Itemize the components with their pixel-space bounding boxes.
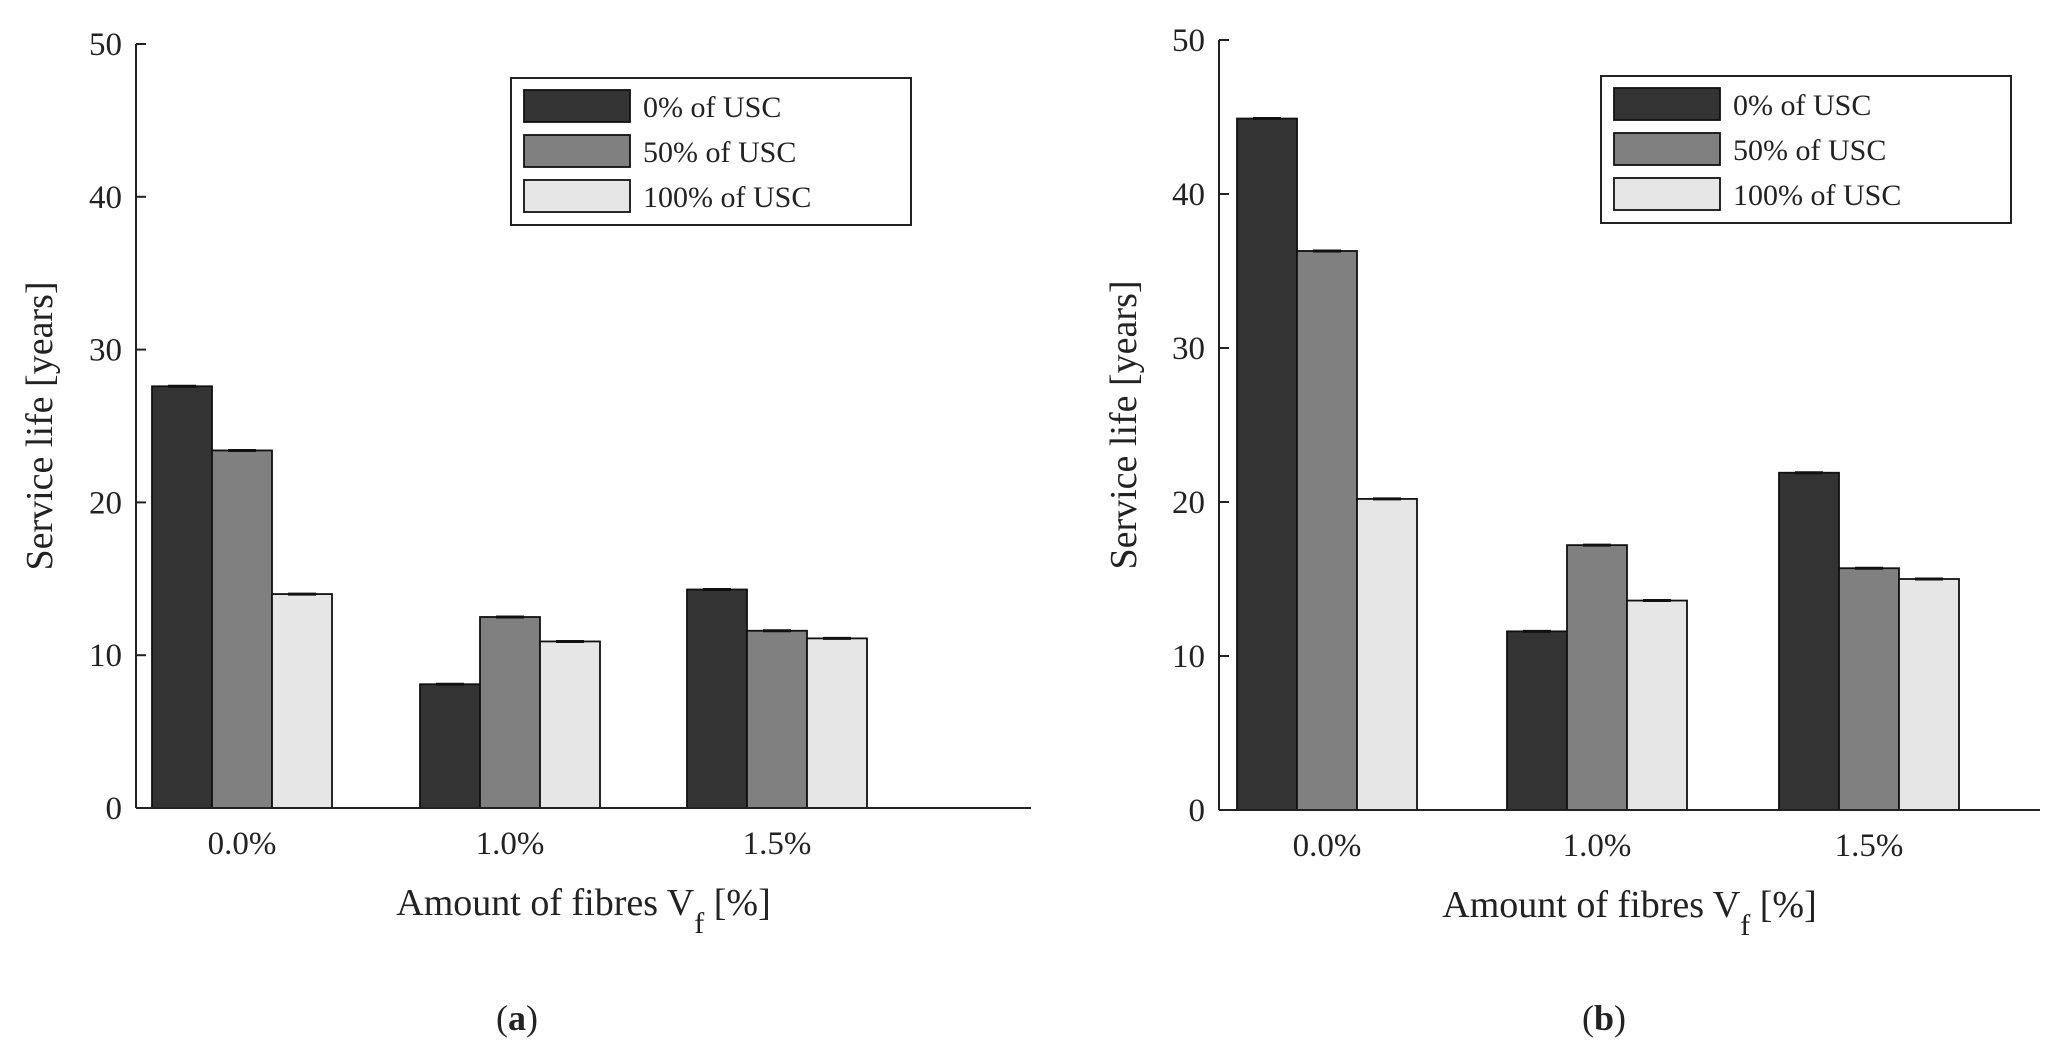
bar-0.0%-0-of-usc	[151, 385, 213, 809]
x-axis-title-main: Amount of fibres V	[396, 882, 695, 924]
legend-swatch	[1613, 177, 1721, 211]
y-tick-label: 50	[89, 27, 122, 63]
x-axis-title-unit: [%]	[1750, 884, 1816, 926]
y-axis-ticks: 0 10 20 30 40 50	[1172, 23, 1229, 829]
bar-1.0%-100-of-usc	[539, 640, 601, 809]
bar-1.5%-50-of-usc	[746, 629, 808, 809]
bar-0.0%-100-of-usc	[271, 593, 333, 809]
legend: 0% of USC 50% of USC 100% of USC	[1600, 75, 2012, 224]
legend-label: 50% of USC	[643, 136, 796, 169]
bar-1.0%-0-of-usc	[1506, 630, 1568, 811]
panel-caption-letter: b	[1594, 998, 1614, 1038]
bar-1.0%-50-of-usc	[1566, 544, 1628, 811]
panel-caption: (a)	[496, 998, 538, 1038]
y-tick-label: 50	[1172, 23, 1205, 59]
legend-label: 100% of USC	[643, 181, 811, 214]
legend-label: 0% of USC	[1733, 89, 1871, 122]
bar-0.0%-0-of-usc	[1236, 117, 1298, 811]
bar-1.5%-100-of-usc	[1898, 578, 1960, 811]
bar-1.0%-100-of-usc	[1626, 599, 1688, 811]
panel-caption-letter: a	[508, 998, 526, 1038]
legend-label: 100% of USC	[1733, 179, 1901, 212]
bar-1.5%-50-of-usc	[1838, 567, 1900, 811]
bar-1.0%-50-of-usc	[479, 616, 541, 809]
x-tick-label: 0.0%	[1293, 828, 1362, 864]
y-tick-label: 20	[1172, 485, 1205, 521]
x-axis-title-subscript: f	[694, 907, 704, 940]
bar-0.0%-100-of-usc	[1356, 498, 1418, 811]
legend-swatch	[523, 134, 631, 168]
bar-0.0%-50-of-usc	[1296, 250, 1358, 811]
y-axis-title: Service life [years]	[1103, 280, 1145, 569]
legend-label: 50% of USC	[1733, 134, 1886, 167]
bars-group	[1236, 117, 1960, 811]
panel-caption: (b)	[1582, 998, 1626, 1038]
y-tick-label: 0	[1189, 793, 1206, 829]
x-tick-label: 1.5%	[743, 826, 812, 862]
legend-label: 0% of USC	[643, 91, 781, 124]
y-tick-label: 20	[89, 485, 122, 521]
x-axis-title-unit: [%]	[704, 882, 770, 924]
x-tick-label: 1.5%	[1835, 828, 1904, 864]
x-axis-title-main: Amount of fibres V	[1442, 884, 1741, 926]
x-axis-ticks: 0.0% 1.0% 1.5%	[208, 826, 812, 862]
legend-swatch	[523, 179, 631, 213]
bar-1.5%-0-of-usc	[1778, 471, 1840, 811]
x-tick-label: 1.0%	[476, 826, 545, 862]
legend: 0% of USC 50% of USC 100% of USC	[510, 77, 912, 226]
bar-1.5%-100-of-usc	[806, 637, 868, 809]
y-tick-label: 10	[89, 638, 122, 674]
y-tick-label: 10	[1172, 639, 1205, 675]
chart-panel-b: 0 10 20 30 40 50 0.0% 1.0% 1.5% Service life [y…	[1103, 23, 2040, 1038]
x-tick-label: 0.0%	[208, 826, 277, 862]
legend-swatch	[1613, 132, 1721, 166]
y-axis-ticks: 0 10 20 30 40 50	[89, 27, 146, 827]
y-tick-label: 30	[1172, 331, 1205, 367]
x-tick-label: 1.0%	[1563, 828, 1632, 864]
legend-swatch	[1613, 87, 1721, 121]
y-tick-label: 30	[89, 333, 122, 369]
x-axis-title: Amount of fibres Vf [%]	[1442, 884, 1816, 942]
y-tick-label: 40	[89, 180, 122, 216]
y-tick-label: 0	[106, 791, 123, 827]
legend-swatch	[523, 89, 631, 123]
bar-1.5%-0-of-usc	[686, 588, 748, 809]
bar-0.0%-50-of-usc	[211, 449, 273, 809]
x-axis-ticks: 0.0% 1.0% 1.5%	[1293, 828, 1904, 864]
bars-group	[151, 384, 868, 809]
x-axis-title-subscript: f	[1740, 909, 1750, 942]
chart-panel-a: 0 10 20 30 40 50 0.0% 1.0% 1.5% Service life [y…	[19, 27, 1031, 1038]
y-tick-label: 40	[1172, 177, 1205, 213]
y-axis-title: Service life [years]	[19, 281, 61, 570]
bar-1.0%-0-of-usc	[419, 683, 481, 809]
x-axis-title: Amount of fibres Vf [%]	[396, 882, 770, 940]
